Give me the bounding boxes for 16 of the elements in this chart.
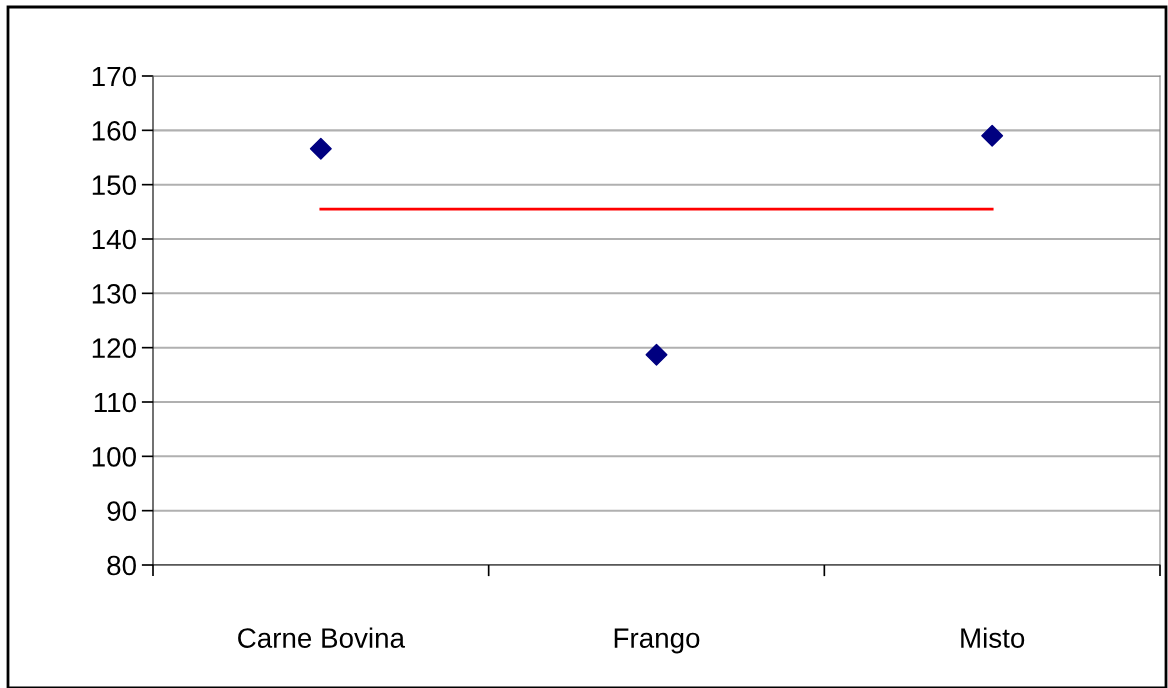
point: [981, 124, 1004, 147]
y-tick-label: 150: [92, 175, 136, 196]
y-tick-label: 120: [92, 338, 136, 359]
y-tick-label: 130: [92, 284, 136, 304]
x-tick-label: Carne Bovina: [238, 627, 405, 648]
y-tick-label: 140: [92, 229, 136, 250]
y-tick-label: 90: [107, 501, 136, 522]
x-tick-label: Frango: [614, 628, 700, 654]
point: [309, 137, 332, 160]
y-tick-label: 110: [94, 392, 136, 413]
y-tick-label: 80: [107, 555, 136, 576]
x-tick-label: Misto: [961, 627, 1025, 648]
y-tick-label: 170: [92, 66, 136, 87]
y-tick-label: 100: [92, 447, 136, 467]
y-tick-label: 160: [92, 121, 136, 141]
point: [645, 343, 668, 366]
